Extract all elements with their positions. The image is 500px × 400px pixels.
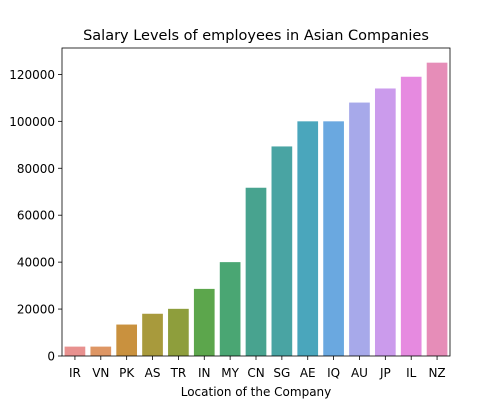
y-tick-label: 40000 <box>17 256 55 270</box>
y-axis-ticks: 0 20000 40000 60000 80000 100000 120000 <box>9 68 62 364</box>
bar-au <box>349 102 370 356</box>
bar-iq <box>323 121 344 356</box>
bar-tr <box>168 308 189 356</box>
x-tick-label: TR <box>170 366 187 380</box>
x-tick-label: IR <box>69 366 81 380</box>
y-tick-label: 80000 <box>17 162 55 176</box>
x-tick-label: IN <box>198 366 211 380</box>
x-tick-label: AE <box>300 366 316 380</box>
chart-title: Salary Levels of employees in Asian Comp… <box>83 28 429 44</box>
bar-il <box>400 76 422 356</box>
x-tick-label: CN <box>247 366 264 380</box>
x-tick-label: PK <box>119 366 135 380</box>
x-tick-label: AU <box>351 366 368 380</box>
bar-my <box>219 262 241 356</box>
y-tick-label: 20000 <box>17 303 55 317</box>
x-tick-label: MY <box>221 366 239 380</box>
bar-pk <box>116 324 138 356</box>
bar-nz <box>426 62 448 357</box>
x-tick-label: JP <box>379 366 391 380</box>
y-tick-label: 0 <box>47 350 55 364</box>
x-tick-label: AS <box>145 366 161 380</box>
x-tick-label: VN <box>92 366 109 380</box>
x-tick-label: IQ <box>327 366 340 380</box>
plot-frame <box>61 47 451 357</box>
bar-jp <box>374 88 396 356</box>
x-tick-label: NZ <box>428 366 445 380</box>
x-tick-label: SG <box>273 366 290 380</box>
axes-frame <box>61 47 451 357</box>
x-axis-ticks: IR VN PK AS TR IN MY CN SG AE IQ AU JP IL NZ <box>69 356 446 380</box>
bar-sg <box>271 146 293 356</box>
bars-group <box>64 62 448 357</box>
y-tick-label: 120000 <box>9 68 55 82</box>
bar-vn <box>90 346 112 356</box>
y-tick-label: 60000 <box>17 209 55 223</box>
x-axis-label: Location of the Company <box>181 385 332 399</box>
y-tick-label: 100000 <box>9 115 55 129</box>
x-tick-label: IL <box>406 366 417 380</box>
bar-ir <box>64 346 86 356</box>
bar-cn <box>245 187 267 356</box>
bar-as <box>142 313 163 356</box>
bar-ae <box>297 121 319 356</box>
bar-in <box>193 288 215 356</box>
